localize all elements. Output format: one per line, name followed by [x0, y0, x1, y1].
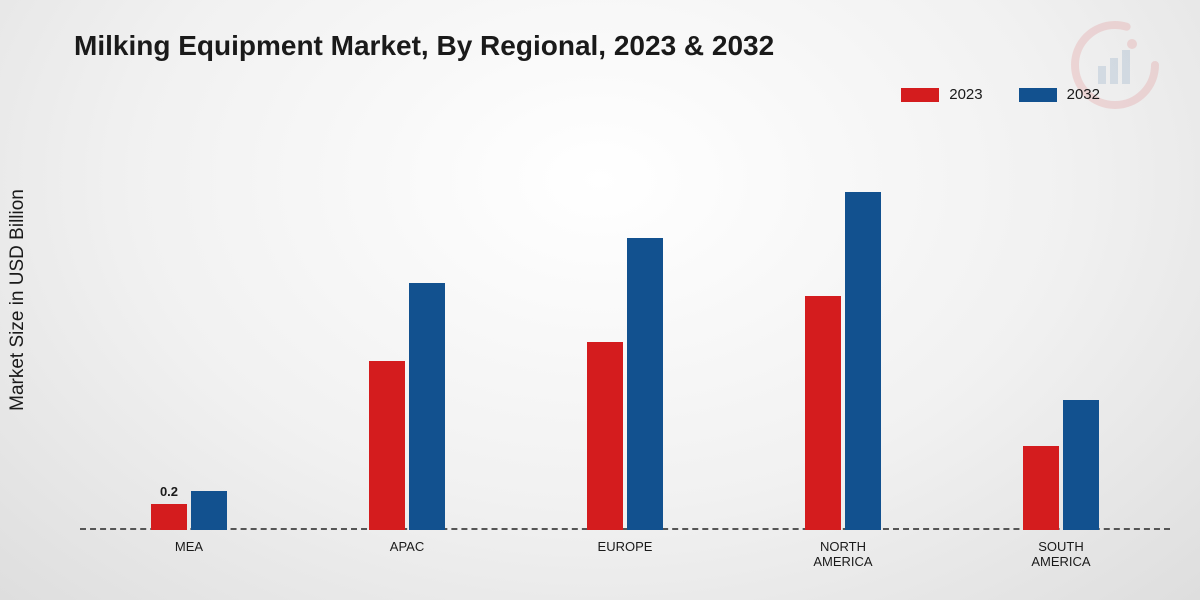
bar-2023: 0.2 [151, 504, 187, 530]
bar-groups: 0.2 [80, 140, 1170, 530]
bar-group [1023, 400, 1099, 530]
x-axis-labels: MEA APAC EUROPE NORTH AMERICA SOUTH AMERICA [80, 539, 1170, 570]
legend-item-2023: 2023 [901, 86, 982, 103]
bar-group [369, 283, 445, 530]
x-axis-label: MEA [149, 539, 229, 570]
x-axis-label: SOUTH AMERICA [1021, 539, 1101, 570]
bar-value-label: 0.2 [151, 484, 187, 499]
bar-group [587, 238, 663, 531]
legend-swatch-icon [901, 88, 939, 102]
x-axis-label: EUROPE [585, 539, 665, 570]
bar-2023 [587, 342, 623, 531]
legend-label: 2032 [1067, 86, 1100, 103]
bar-2032 [627, 238, 663, 531]
bar-2023 [1023, 446, 1059, 531]
legend-label: 2023 [949, 86, 982, 103]
bar-group [805, 192, 881, 530]
legend: 2023 2032 [901, 86, 1100, 103]
plot-area: 0.2 [80, 140, 1170, 530]
x-axis-label: APAC [367, 539, 447, 570]
bar-2023 [369, 361, 405, 530]
chart-title: Milking Equipment Market, By Regional, 2… [74, 30, 774, 62]
bar-2023 [805, 296, 841, 530]
x-axis-label: NORTH AMERICA [803, 539, 883, 570]
legend-swatch-icon [1019, 88, 1057, 102]
y-axis-label: Market Size in USD Billion [7, 189, 29, 411]
bar-group: 0.2 [151, 491, 227, 530]
legend-item-2032: 2032 [1019, 86, 1100, 103]
bar-2032 [1063, 400, 1099, 530]
bar-2032 [191, 491, 227, 530]
bar-2032 [845, 192, 881, 530]
bar-2032 [409, 283, 445, 530]
